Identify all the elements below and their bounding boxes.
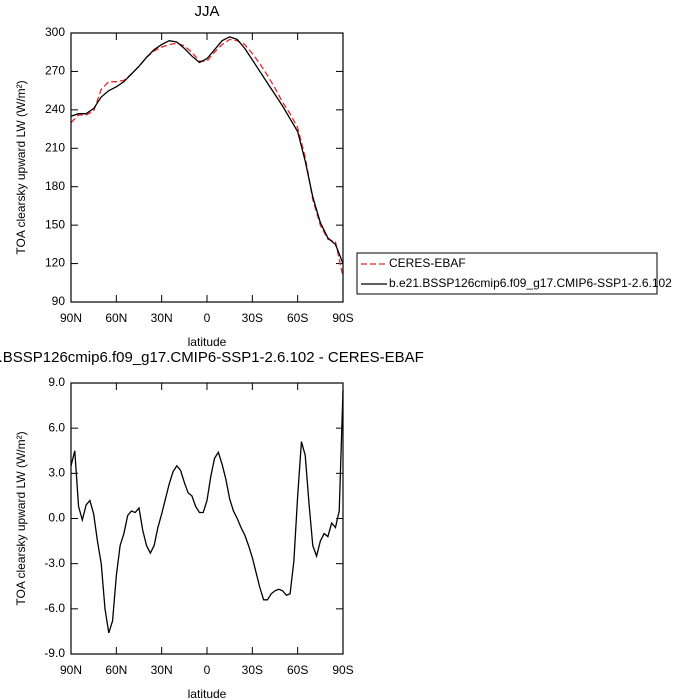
- x-tick-label: 60S: [287, 663, 308, 677]
- x-tick-label: 60N: [105, 663, 127, 677]
- x-tick-label: 30N: [151, 663, 173, 677]
- y-tick-label: 210: [45, 140, 65, 154]
- x-axis-label: latitude: [188, 335, 227, 349]
- y-tick-label: 120: [45, 256, 65, 270]
- y-tick-label: 90: [52, 294, 66, 308]
- y-tick-label: 0.0: [48, 511, 65, 525]
- chart-title: JJA: [194, 3, 219, 20]
- y-tick-label: 300: [45, 25, 65, 39]
- x-tick-label: 90N: [60, 663, 82, 677]
- y-tick-label: 6.0: [48, 420, 65, 434]
- y-tick-label: 180: [45, 179, 65, 193]
- y-tick-label: 150: [45, 217, 65, 231]
- y-axis-label: TOA clearsky upward LW (W/m²): [14, 431, 28, 605]
- x-tick-label: 30S: [242, 663, 263, 677]
- x-tick-label: 0: [204, 311, 211, 325]
- y-tick-label: 270: [45, 64, 65, 78]
- x-tick-label: 90N: [60, 311, 82, 325]
- y-axis-label: TOA clearsky upward LW (W/m²): [14, 80, 28, 254]
- x-tick-label: 60S: [287, 311, 308, 325]
- x-axis-label: latitude: [188, 687, 227, 700]
- legend-box: [356, 252, 658, 295]
- data-line: [70, 38, 344, 277]
- x-tick-label: 60N: [105, 311, 127, 325]
- chart-title: 1.BSSP126cmip6.f09_g17.CMIP6-SSP1-2.6.10…: [0, 349, 424, 366]
- legend-label: b.e21.BSSP126cmip6.f09_g17.CMIP6-SSP1-2.…: [389, 276, 672, 290]
- y-tick-label: 240: [45, 102, 65, 116]
- x-tick-label: 90S: [332, 311, 353, 325]
- x-tick-label: 90S: [332, 663, 353, 677]
- legend-label: CERES-EBAF: [389, 256, 466, 270]
- plot-frame: [70, 382, 344, 655]
- y-tick-label: 9.0: [48, 375, 65, 389]
- data-line: [70, 390, 344, 634]
- x-tick-label: 0: [204, 663, 211, 677]
- x-tick-label: 30N: [151, 311, 173, 325]
- x-tick-label: 30S: [242, 311, 263, 325]
- data-line: [70, 36, 344, 264]
- y-tick-label: -9.0: [44, 646, 65, 660]
- y-tick-label: 3.0: [48, 466, 65, 480]
- plot-frame: [70, 32, 344, 303]
- y-tick-label: -3.0: [44, 556, 65, 570]
- y-tick-label: -6.0: [44, 601, 65, 615]
